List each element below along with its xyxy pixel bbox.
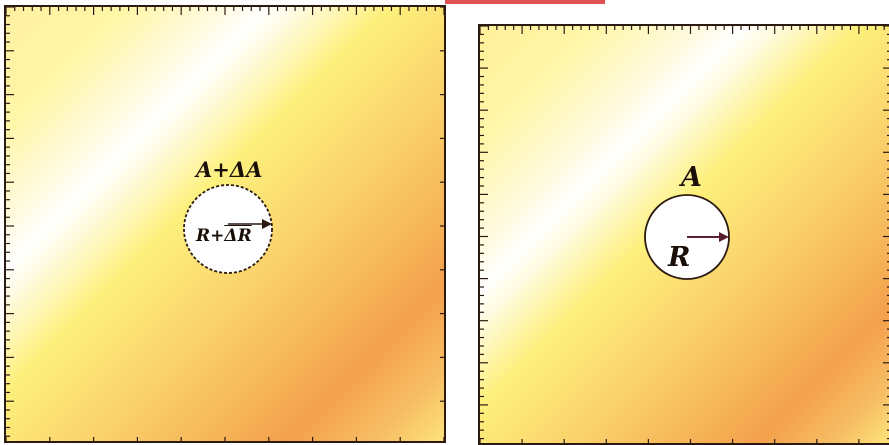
radius-plus-delta-label: R+ΔR [196,226,252,246]
radius-prefix: R+ [196,226,225,246]
left-field-panel: A+ΔA R+ΔR [4,5,446,443]
area-label: A [681,162,702,193]
left-panel-ticks [6,7,444,441]
expanded-hole-circle [183,184,273,274]
right-hole-diagram [644,194,730,280]
radius-arrow-head [262,219,272,229]
delta-radius-vector: ΔR [224,226,252,246]
right-field-panel: A R [478,24,889,445]
top-color-strip [445,0,605,4]
right-panel-ticks [480,26,889,443]
left-hole-diagram [183,184,273,274]
radius-arrow-head [719,232,729,242]
radius-label: R [668,242,691,273]
area-plus-delta-label: A+ΔA [196,157,263,182]
